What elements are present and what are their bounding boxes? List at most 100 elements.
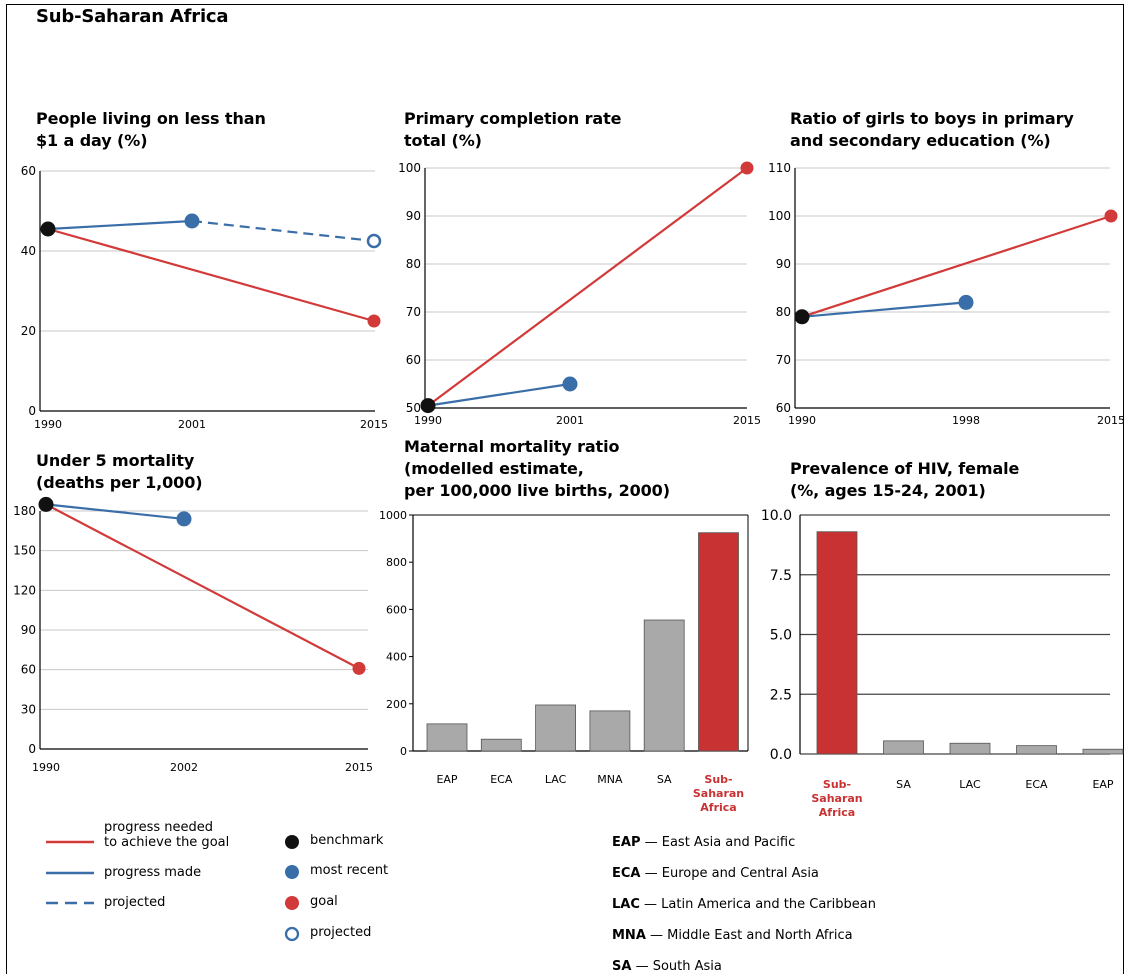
x-tick-label: 1990 (788, 414, 816, 427)
marker-projected (366, 233, 382, 249)
y-tick-label: 90 (21, 623, 36, 637)
chart-title-hiv: Prevalence of HIV, female (%, ages 15-24… (790, 459, 1020, 500)
marker-goal (367, 314, 381, 328)
bar-category-label: Africa (819, 806, 855, 819)
bar (949, 742, 991, 755)
x-tick-label: 2001 (556, 414, 584, 427)
bar (816, 531, 858, 755)
abbreviation-row: ECA — Europe and Central Asia (612, 866, 819, 881)
bar-category-label: EAP (1092, 778, 1113, 791)
chart-title-poverty: People living on less than $1 a day (%) (36, 109, 266, 150)
y-tick-label: 80 (776, 305, 791, 319)
x-tick-label: 2001 (178, 418, 206, 431)
bar (535, 704, 576, 752)
abbreviation-row: LAC — Latin America and the Caribbean (612, 897, 876, 912)
y-tick-label: 150 (13, 544, 36, 558)
x-tick-label: 2015 (733, 414, 761, 427)
marker-goal (352, 661, 366, 675)
legend-label: progress needed to achieve the goal (104, 820, 230, 850)
abbreviation-code: SA (612, 959, 632, 974)
legend-marker-goal (285, 896, 299, 910)
y-tick-label: 110 (768, 161, 791, 175)
bar-category-label: Sub- (704, 773, 732, 786)
x-tick-label: 1998 (952, 414, 980, 427)
y-tick-label: 1000 (379, 509, 407, 522)
bar (589, 710, 631, 752)
y-tick-label: 50 (406, 401, 421, 415)
bar (1016, 745, 1057, 755)
page-title: Sub-Saharan Africa (36, 6, 229, 27)
marker-most-recent (176, 511, 192, 527)
abbreviation-row: SA — South Asia (612, 959, 722, 974)
abbreviation-code: MNA (612, 928, 646, 943)
y-tick-label: 90 (406, 209, 421, 223)
x-tick-label: 2002 (170, 761, 198, 774)
x-tick-label: 2015 (345, 761, 373, 774)
abbreviation-row: EAP — East Asia and Pacific (612, 835, 795, 850)
marker-benchmark (794, 309, 810, 325)
bar-category-label: LAC (545, 773, 567, 786)
bar (883, 740, 924, 755)
chart-title-gender-ratio: Ratio of girls to boys in primary and se… (790, 109, 1074, 150)
abbreviation-dash: — (640, 866, 662, 881)
abbreviation-dash: — (631, 959, 653, 974)
marker-most-recent (184, 213, 200, 229)
series-line-progress (47, 219, 193, 231)
bar-category-label: Saharan (693, 787, 744, 800)
abbreviation-code: EAP (612, 835, 641, 850)
legend-marker-most-recent (285, 865, 299, 879)
y-tick-label: 400 (386, 651, 407, 664)
marker-goal (740, 161, 754, 175)
abbreviation-name: Middle East and North Africa (667, 928, 853, 943)
y-tick-label: 30 (21, 702, 36, 716)
y-tick-label: 70 (406, 305, 421, 319)
legend-label: projected (104, 895, 166, 910)
abbreviation-row: MNA — Middle East and North Africa (612, 928, 853, 943)
bar-category-label: ECA (1025, 778, 1048, 791)
series-line-goal (427, 167, 748, 407)
legend-label: benchmark (310, 833, 384, 848)
bar (643, 619, 685, 752)
y-tick-label: 20 (21, 324, 36, 338)
bar-category-label: Africa (700, 801, 736, 814)
y-tick-label: 180 (13, 504, 36, 518)
abbreviation-name: East Asia and Pacific (661, 835, 796, 850)
y-tick-label: 5.0 (770, 628, 792, 644)
marker-most-recent (562, 376, 578, 392)
marker-goal (1104, 209, 1118, 223)
bar (426, 723, 468, 752)
bar-category-label: ECA (490, 773, 513, 786)
series-line-progress (45, 503, 185, 521)
y-tick-label: 0 (28, 742, 36, 756)
bar (698, 532, 739, 752)
y-tick-label: 100 (398, 161, 421, 175)
x-tick-label: 1990 (34, 418, 62, 431)
bar-category-label: LAC (959, 778, 981, 791)
y-tick-label: 80 (406, 257, 421, 271)
y-tick-label: 60 (776, 401, 791, 415)
y-tick-label: 60 (21, 164, 36, 178)
y-tick-label: 70 (776, 353, 791, 367)
bar-category-label: SA (657, 773, 672, 786)
abbreviation-dash: — (645, 928, 668, 943)
x-tick-label: 2015 (360, 418, 388, 431)
legend-label: goal (310, 894, 338, 909)
y-tick-label: 2.5 (770, 687, 792, 703)
y-tick-label: 60 (21, 663, 36, 677)
y-tick-label: 7.5 (770, 568, 792, 584)
legend-marker-projected (284, 926, 300, 942)
abbreviation-dash: — (639, 897, 662, 912)
y-tick-label: 40 (21, 244, 36, 258)
y-tick-label: 60 (406, 353, 421, 367)
abbreviation-name: Latin America and the Caribbean (661, 897, 876, 912)
abbreviation-dash: — (640, 835, 662, 850)
y-tick-label: 0.0 (770, 747, 792, 763)
legend-label: most recent (310, 863, 389, 878)
abbreviation-name: Europe and Central Asia (661, 866, 819, 881)
bar-category-label: Saharan (811, 792, 862, 805)
chart-title-under5: Under 5 mortality (deaths per 1,000) (36, 451, 203, 492)
x-tick-label: 1990 (32, 761, 60, 774)
bar-category-label: EAP (436, 773, 457, 786)
